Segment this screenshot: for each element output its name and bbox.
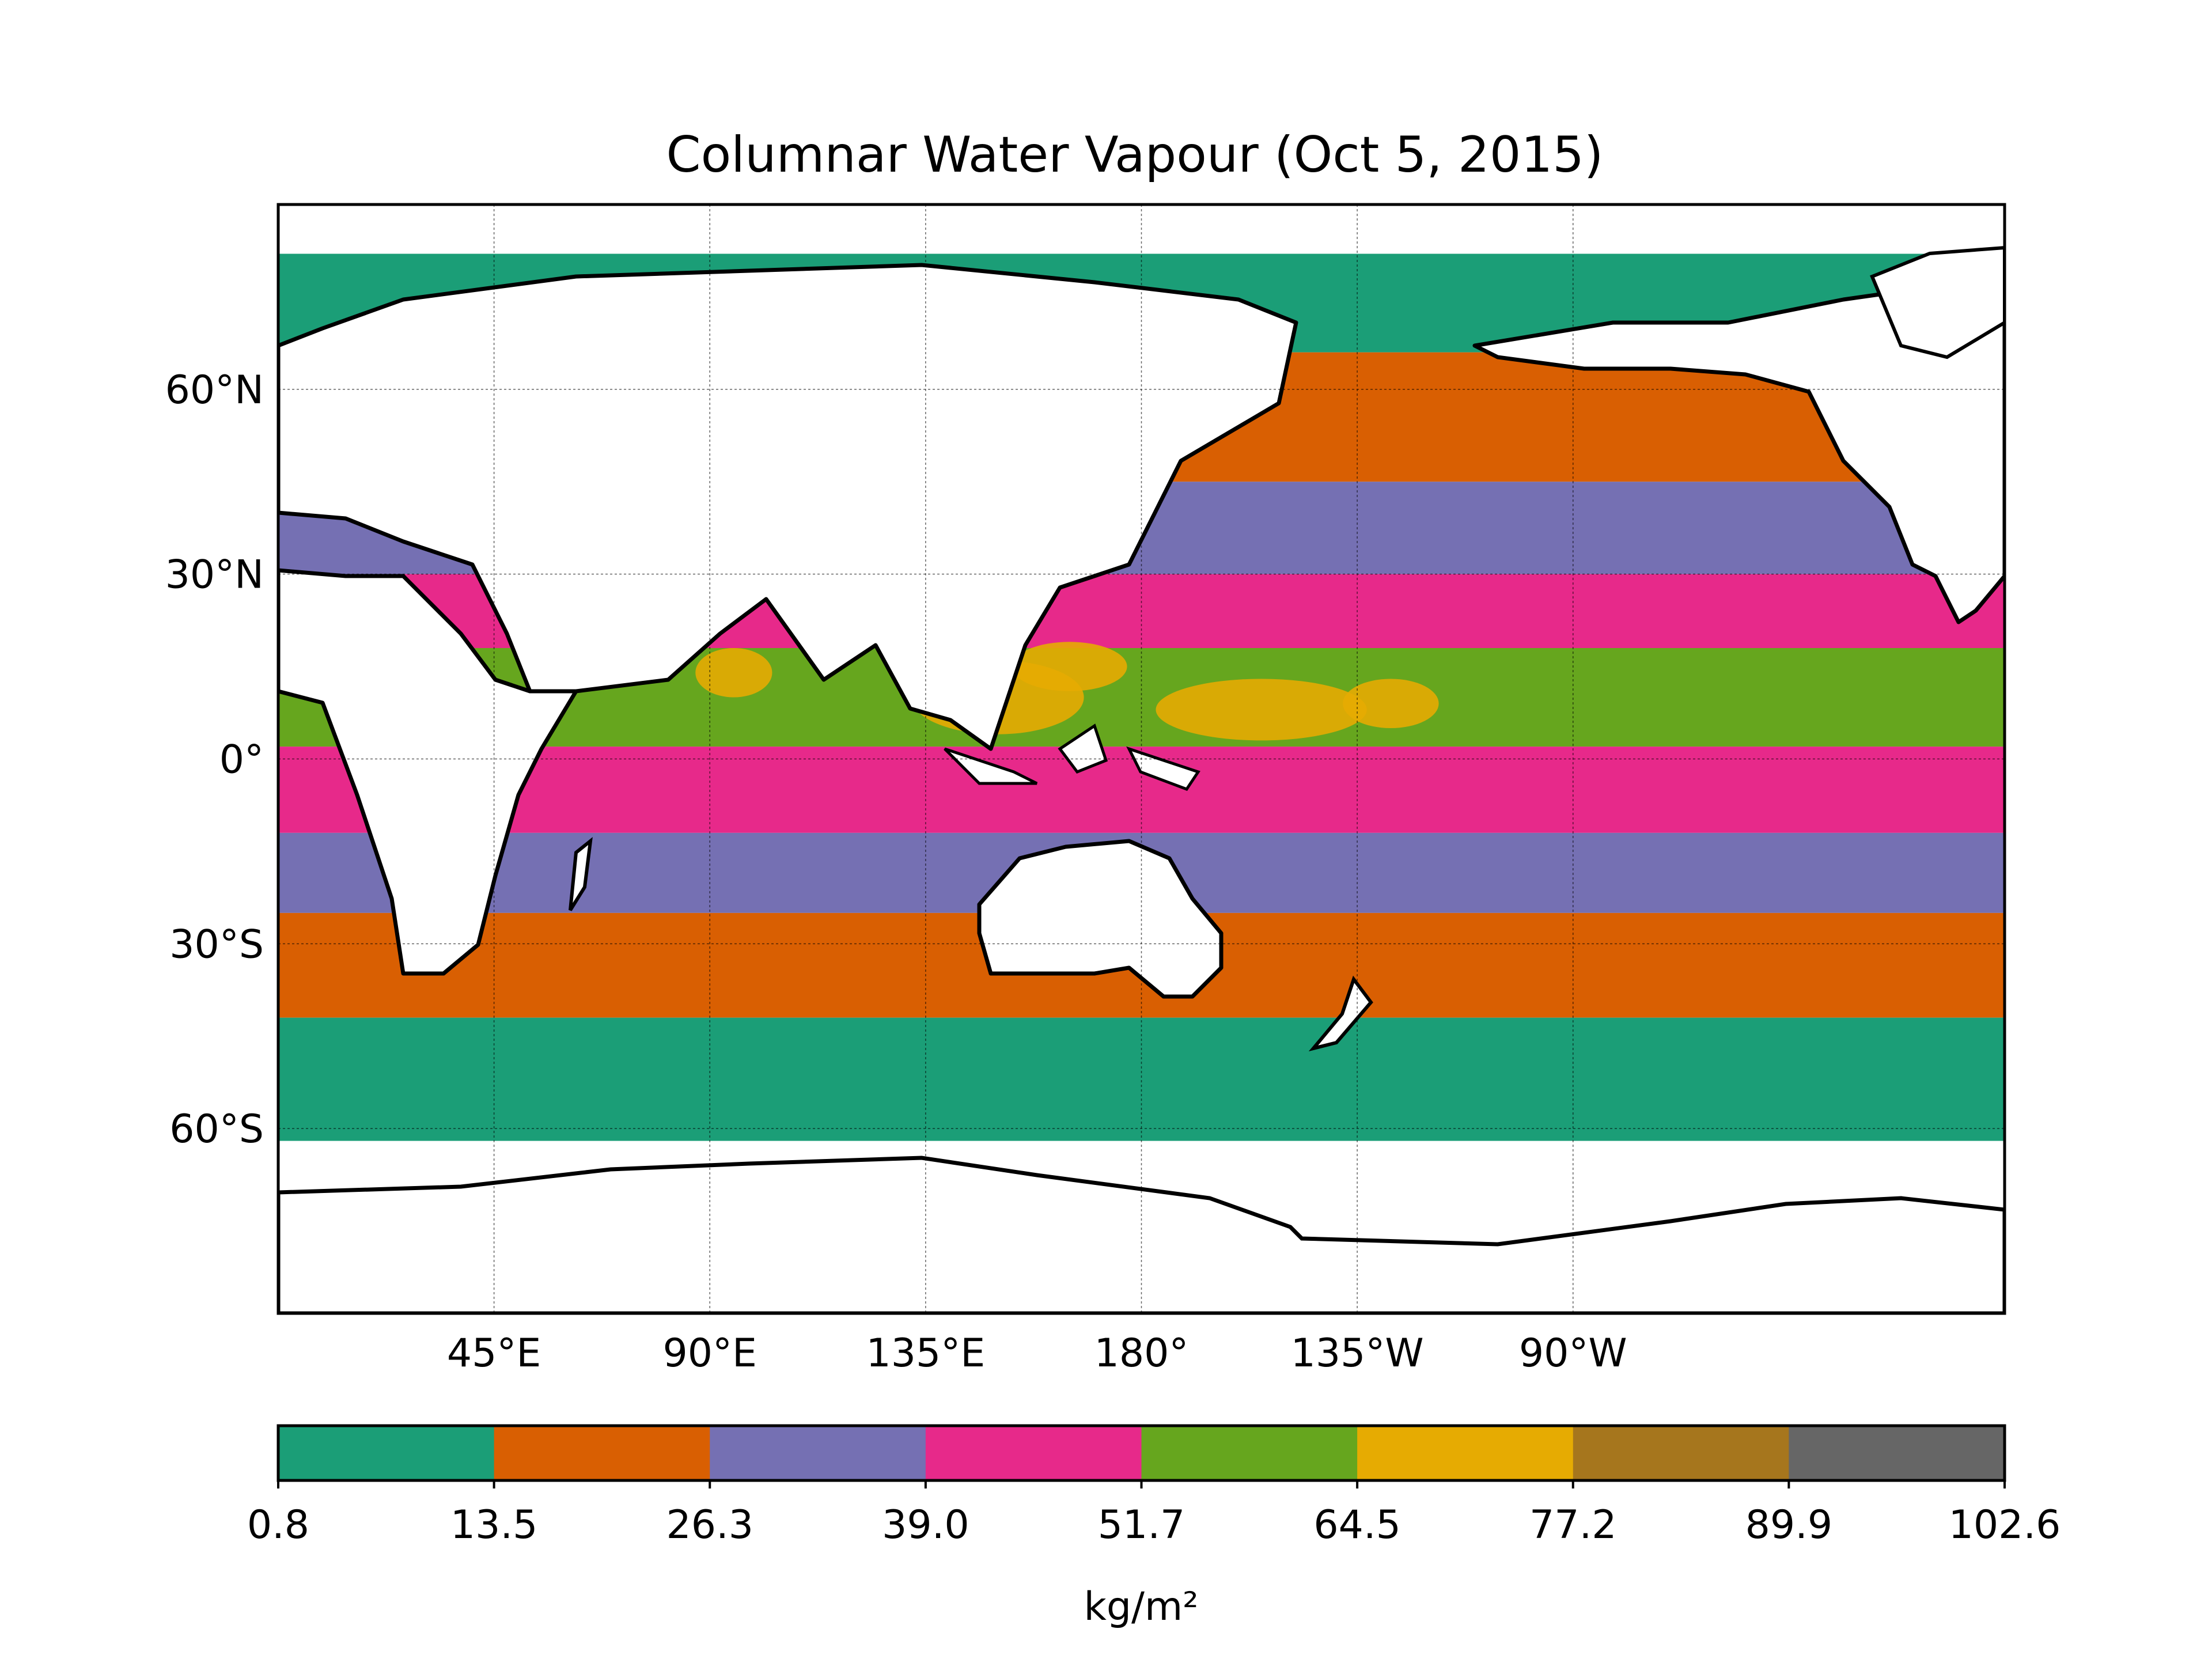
colorbar-tick-label: 64.5 bbox=[1313, 1502, 1400, 1548]
vapour-maximum-patch bbox=[1012, 642, 1127, 691]
vapour-band bbox=[278, 1017, 2005, 1141]
colorbar-swatch bbox=[494, 1426, 710, 1480]
longitude-tick-labels: 45°E 90°E 135°E 180° 135°W 90°W bbox=[447, 1331, 1627, 1376]
colorbar-tick-label: 77.2 bbox=[1529, 1502, 1616, 1548]
map-area bbox=[278, 204, 2005, 1313]
latitude-tick-label: 60°N bbox=[165, 368, 264, 413]
vapour-maximum-patch bbox=[1156, 679, 1367, 741]
map-frame bbox=[276, 203, 2006, 1315]
latitude-tick-label: 30°S bbox=[169, 922, 264, 967]
colorbar-tick-label: 13.5 bbox=[450, 1502, 537, 1548]
colorbar-swatch bbox=[278, 1426, 495, 1480]
landmass-new-zealand bbox=[1308, 975, 1373, 1052]
colorbar-swatch bbox=[1357, 1426, 1574, 1480]
landmass-africa-south bbox=[278, 568, 578, 976]
landmass-indonesia bbox=[944, 724, 1200, 791]
colorbar-label: kg/m² bbox=[1084, 1584, 1199, 1630]
colorbar-tick-label: 89.9 bbox=[1745, 1502, 1832, 1548]
longitude-tick-label: 135°E bbox=[866, 1331, 985, 1376]
chart-title: Columnar Water Vapour (Oct 5, 2015) bbox=[666, 126, 1604, 184]
landmass-north-america bbox=[1472, 274, 2005, 624]
colorbar-swatches bbox=[278, 1426, 2005, 1480]
colorbar-swatch bbox=[1141, 1426, 1358, 1480]
longitude-tick-label: 180° bbox=[1094, 1331, 1189, 1376]
colorbar-tick-label: 39.0 bbox=[882, 1502, 969, 1548]
colorbar-swatch bbox=[1573, 1426, 1789, 1480]
longitude-tick-label: 45°E bbox=[447, 1331, 541, 1376]
latitude-tick-label: 60°S bbox=[169, 1107, 264, 1152]
longitude-tick-label: 90°E bbox=[663, 1331, 757, 1376]
colorbar-swatch bbox=[1789, 1426, 2005, 1480]
colorbar-tick-label: 26.3 bbox=[666, 1502, 753, 1548]
vapour-maximum-patch bbox=[695, 648, 772, 698]
colorbar-tick-label: 51.7 bbox=[1098, 1502, 1185, 1548]
latitude-tick-label: 30°N bbox=[165, 552, 264, 598]
colorbar-tick-label: 102.6 bbox=[1949, 1502, 2061, 1548]
landmass-africa-europe-asia bbox=[278, 263, 1298, 751]
colorbar-swatch bbox=[925, 1426, 1142, 1480]
colorbar-tick-label: 0.8 bbox=[247, 1502, 309, 1548]
landmass-australia bbox=[977, 839, 1224, 999]
latitude-tick-label: 0° bbox=[219, 737, 264, 783]
colorbar: 0.8 13.5 26.3 39.0 51.7 64.5 77.2 89.9 102.6 kg/… bbox=[247, 1424, 2061, 1630]
colorbar-tick-labels: 0.8 13.5 26.3 39.0 51.7 64.5 77.2 89.9 102.6 bbox=[247, 1480, 2061, 1548]
gridlines bbox=[278, 204, 2005, 1313]
longitude-tick-label: 135°W bbox=[1291, 1331, 1424, 1376]
latitude-tick-labels: 60°N 30°N 0° 30°S 60°S bbox=[165, 368, 264, 1152]
longitude-tick-label: 90°W bbox=[1519, 1331, 1627, 1376]
vapour-maximum-patch bbox=[1343, 679, 1439, 729]
colorbar-swatch bbox=[710, 1426, 926, 1480]
landmass-greenland-arctic bbox=[1870, 245, 2005, 359]
landmass-madagascar bbox=[569, 837, 593, 911]
